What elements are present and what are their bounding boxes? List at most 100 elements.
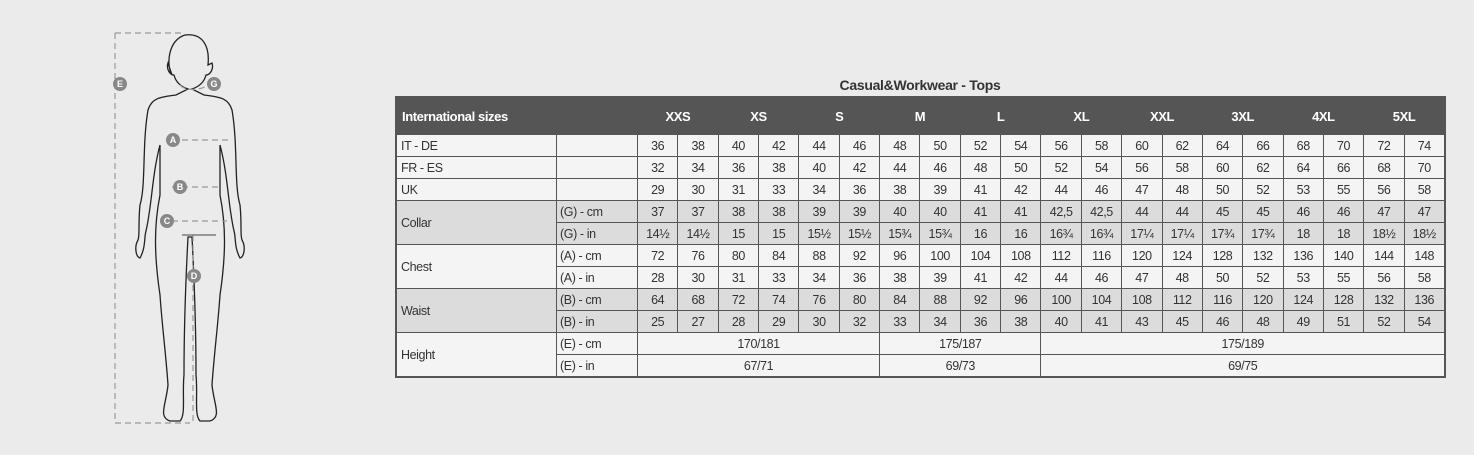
table-cell: 132	[1363, 288, 1405, 311]
table-cell: 40	[879, 200, 921, 223]
row-unit: (B) - cm	[556, 288, 638, 311]
table-cell: 56	[1040, 134, 1082, 157]
table-row: UK 29 30 31 33 34 36 38 39 41 42 44 46 47 48 50 52 53 55 56…	[396, 178, 1445, 201]
table-cell: 136	[1403, 288, 1445, 311]
table-cell: 64	[1201, 134, 1244, 157]
table-cell: 56	[1363, 178, 1405, 201]
row-label: FR - ES	[396, 156, 557, 179]
table-cell: 17¾	[1201, 222, 1244, 245]
table-cell: 40	[798, 156, 840, 179]
table-cell: 132	[1242, 244, 1284, 267]
table-cell: 36	[717, 156, 760, 179]
table-cell: 38	[717, 200, 760, 223]
table-row: Height (E) - cm 170/181 175/187 175/189	[396, 332, 1445, 377]
row-label: Chest	[396, 244, 557, 289]
table-cell: 38	[677, 134, 719, 157]
table-cell: 104	[1080, 288, 1123, 311]
table-cell: 16¾	[1080, 222, 1123, 245]
table-cell: 52	[1363, 310, 1405, 333]
table-cell: 39	[798, 200, 840, 223]
table-cell: 53	[1282, 266, 1324, 289]
table-cell: 28	[717, 310, 760, 333]
table-cell: 44	[879, 156, 921, 179]
table-cell: 96	[879, 244, 921, 267]
table-cell: 74	[758, 288, 800, 311]
table-cell: 54	[1080, 156, 1123, 179]
table-cell: 33	[758, 266, 800, 289]
table-cell: 53	[1282, 178, 1324, 201]
table-cell: 58	[1403, 178, 1445, 201]
table-cell: 37	[677, 200, 719, 223]
table-cell: 33	[758, 178, 800, 201]
table-cell: 42	[1000, 178, 1042, 201]
table-cell: 15¾	[919, 222, 961, 245]
table-cell: 55	[1322, 178, 1365, 201]
table-cell: 108	[1000, 244, 1042, 267]
table-row: (E) - in 67/71 69/73 69/75	[397, 354, 1445, 377]
table-cell: 48	[959, 156, 1002, 179]
table-cell: 17¼	[1161, 222, 1203, 245]
table-cell: 36	[959, 310, 1002, 333]
table-cell: 80	[717, 244, 760, 267]
table-cell: 88	[919, 288, 961, 311]
table-cell: 30	[677, 178, 719, 201]
measure-label-e: E	[117, 79, 123, 89]
table-cell: 120	[1121, 244, 1163, 267]
table-cell: 69/73	[879, 354, 1042, 377]
table-cell: 175/189	[1040, 332, 1445, 355]
table-cell: 80	[838, 288, 881, 311]
table-cell: 120	[1242, 288, 1284, 311]
table-cell: 72	[636, 244, 679, 267]
table-cell: 31	[717, 178, 760, 201]
table-cell: 52	[959, 134, 1002, 157]
table-cell: 15¾	[879, 222, 921, 245]
table-cell: 84	[758, 244, 800, 267]
table-cell: 48	[1161, 178, 1203, 201]
table-cell: 51	[1322, 310, 1365, 333]
table-cell: 116	[1201, 288, 1244, 311]
measure-label-a: A	[170, 135, 177, 145]
table-cell: 46	[1080, 178, 1123, 201]
table-cell: 58	[1080, 134, 1123, 157]
measure-label-b: B	[177, 182, 184, 192]
table-cell: 38	[758, 156, 800, 179]
table-cell: 92	[959, 288, 1002, 311]
table-cell: 49	[1282, 310, 1324, 333]
table-cell: 30	[677, 266, 719, 289]
header-blank	[556, 97, 638, 135]
table-cell: 31	[717, 266, 760, 289]
table-cell: 66	[1242, 134, 1284, 157]
table-cell: 175/187	[879, 332, 1042, 355]
header-size-xs: XS	[717, 97, 800, 135]
table-cell: 62	[1242, 156, 1284, 179]
row-unit: (E) - cm	[556, 332, 638, 355]
table-cell: 44	[798, 134, 840, 157]
table-cell: 27	[677, 310, 719, 333]
table-cell: 72	[717, 288, 760, 311]
table-cell: 112	[1161, 288, 1203, 311]
table-cell: 36	[838, 178, 881, 201]
measure-label-g: G	[210, 79, 217, 89]
table-cell: 46	[1282, 200, 1324, 223]
measure-label-d: D	[191, 271, 198, 281]
table-row: IT - DE 36 38 40 42 44 46 48 50 52 54 56 58 60 62 64 66 6…	[396, 134, 1445, 157]
size-table: International sizes XXS XS S M L XL XXL 3XL 4XL 5…	[395, 96, 1446, 378]
row-unit: (A) - in	[556, 266, 638, 289]
table-cell: 39	[838, 200, 881, 223]
table-cell: 16¾	[1040, 222, 1082, 245]
table-cell: 34	[798, 266, 840, 289]
table-cell: 45	[1242, 200, 1284, 223]
table-cell: 54	[1000, 134, 1042, 157]
table-cell: 16	[1000, 222, 1042, 245]
table-cell: 38	[879, 266, 921, 289]
table-cell: 41	[1080, 310, 1123, 333]
table-cell: 36	[636, 134, 679, 157]
table-cell: 39	[919, 178, 961, 201]
table-cell: 41	[959, 266, 1002, 289]
header-size-xl: XL	[1040, 97, 1123, 135]
table-cell: 60	[1201, 156, 1244, 179]
table-cell: 15	[758, 222, 800, 245]
table-cell: 116	[1080, 244, 1123, 267]
table-cell: 25	[636, 310, 679, 333]
table-cell: 46	[1201, 310, 1244, 333]
